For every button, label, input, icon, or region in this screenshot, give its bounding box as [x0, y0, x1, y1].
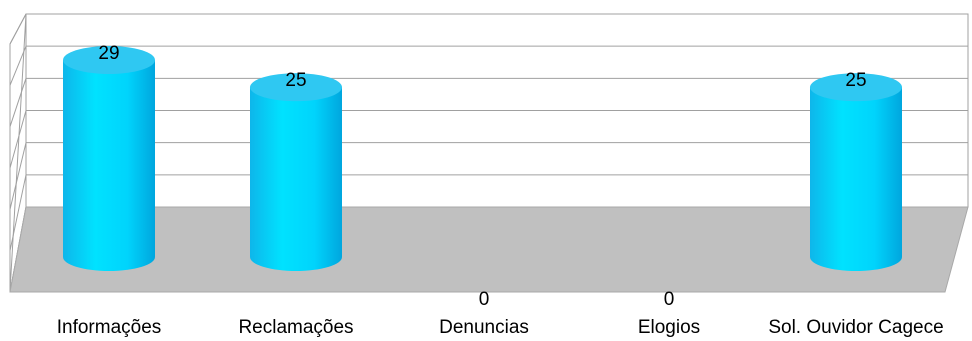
x-tick-label: Sol. Ouvidor Cagece	[768, 317, 943, 338]
x-axis-tick-labels: Informações Reclamações Denuncias Elogios So…	[57, 317, 944, 338]
bar-top	[810, 73, 902, 102]
side-gridline	[9, 142, 27, 210]
bar-top	[250, 73, 342, 102]
data-labels: 29 25 0 0 25	[98, 43, 866, 310]
data-label: 0	[664, 289, 675, 310]
bars	[63, 46, 902, 271]
side-gridline	[9, 174, 27, 251]
bar-body	[63, 60, 155, 271]
floor-plane	[9, 206, 969, 293]
bar-1	[63, 46, 155, 271]
side-gridline	[9, 78, 27, 127]
data-label: 29	[98, 43, 119, 64]
bar-2	[250, 73, 342, 271]
x-tick-label: Informações	[57, 317, 162, 338]
side-gridline	[9, 45, 27, 86]
bar-body	[810, 87, 902, 271]
data-label: 25	[845, 70, 866, 91]
chart-floor	[9, 206, 969, 293]
side-gridline	[9, 110, 27, 169]
bar-body	[250, 87, 342, 271]
data-label: 0	[479, 289, 490, 310]
x-tick-label: Denuncias	[439, 317, 529, 338]
side-gridline	[9, 13, 27, 45]
data-label: 25	[285, 70, 306, 91]
x-tick-label: Elogios	[638, 317, 700, 338]
bar-top	[63, 46, 155, 74]
bar-5	[810, 73, 902, 271]
x-tick-label: Reclamações	[238, 317, 353, 338]
